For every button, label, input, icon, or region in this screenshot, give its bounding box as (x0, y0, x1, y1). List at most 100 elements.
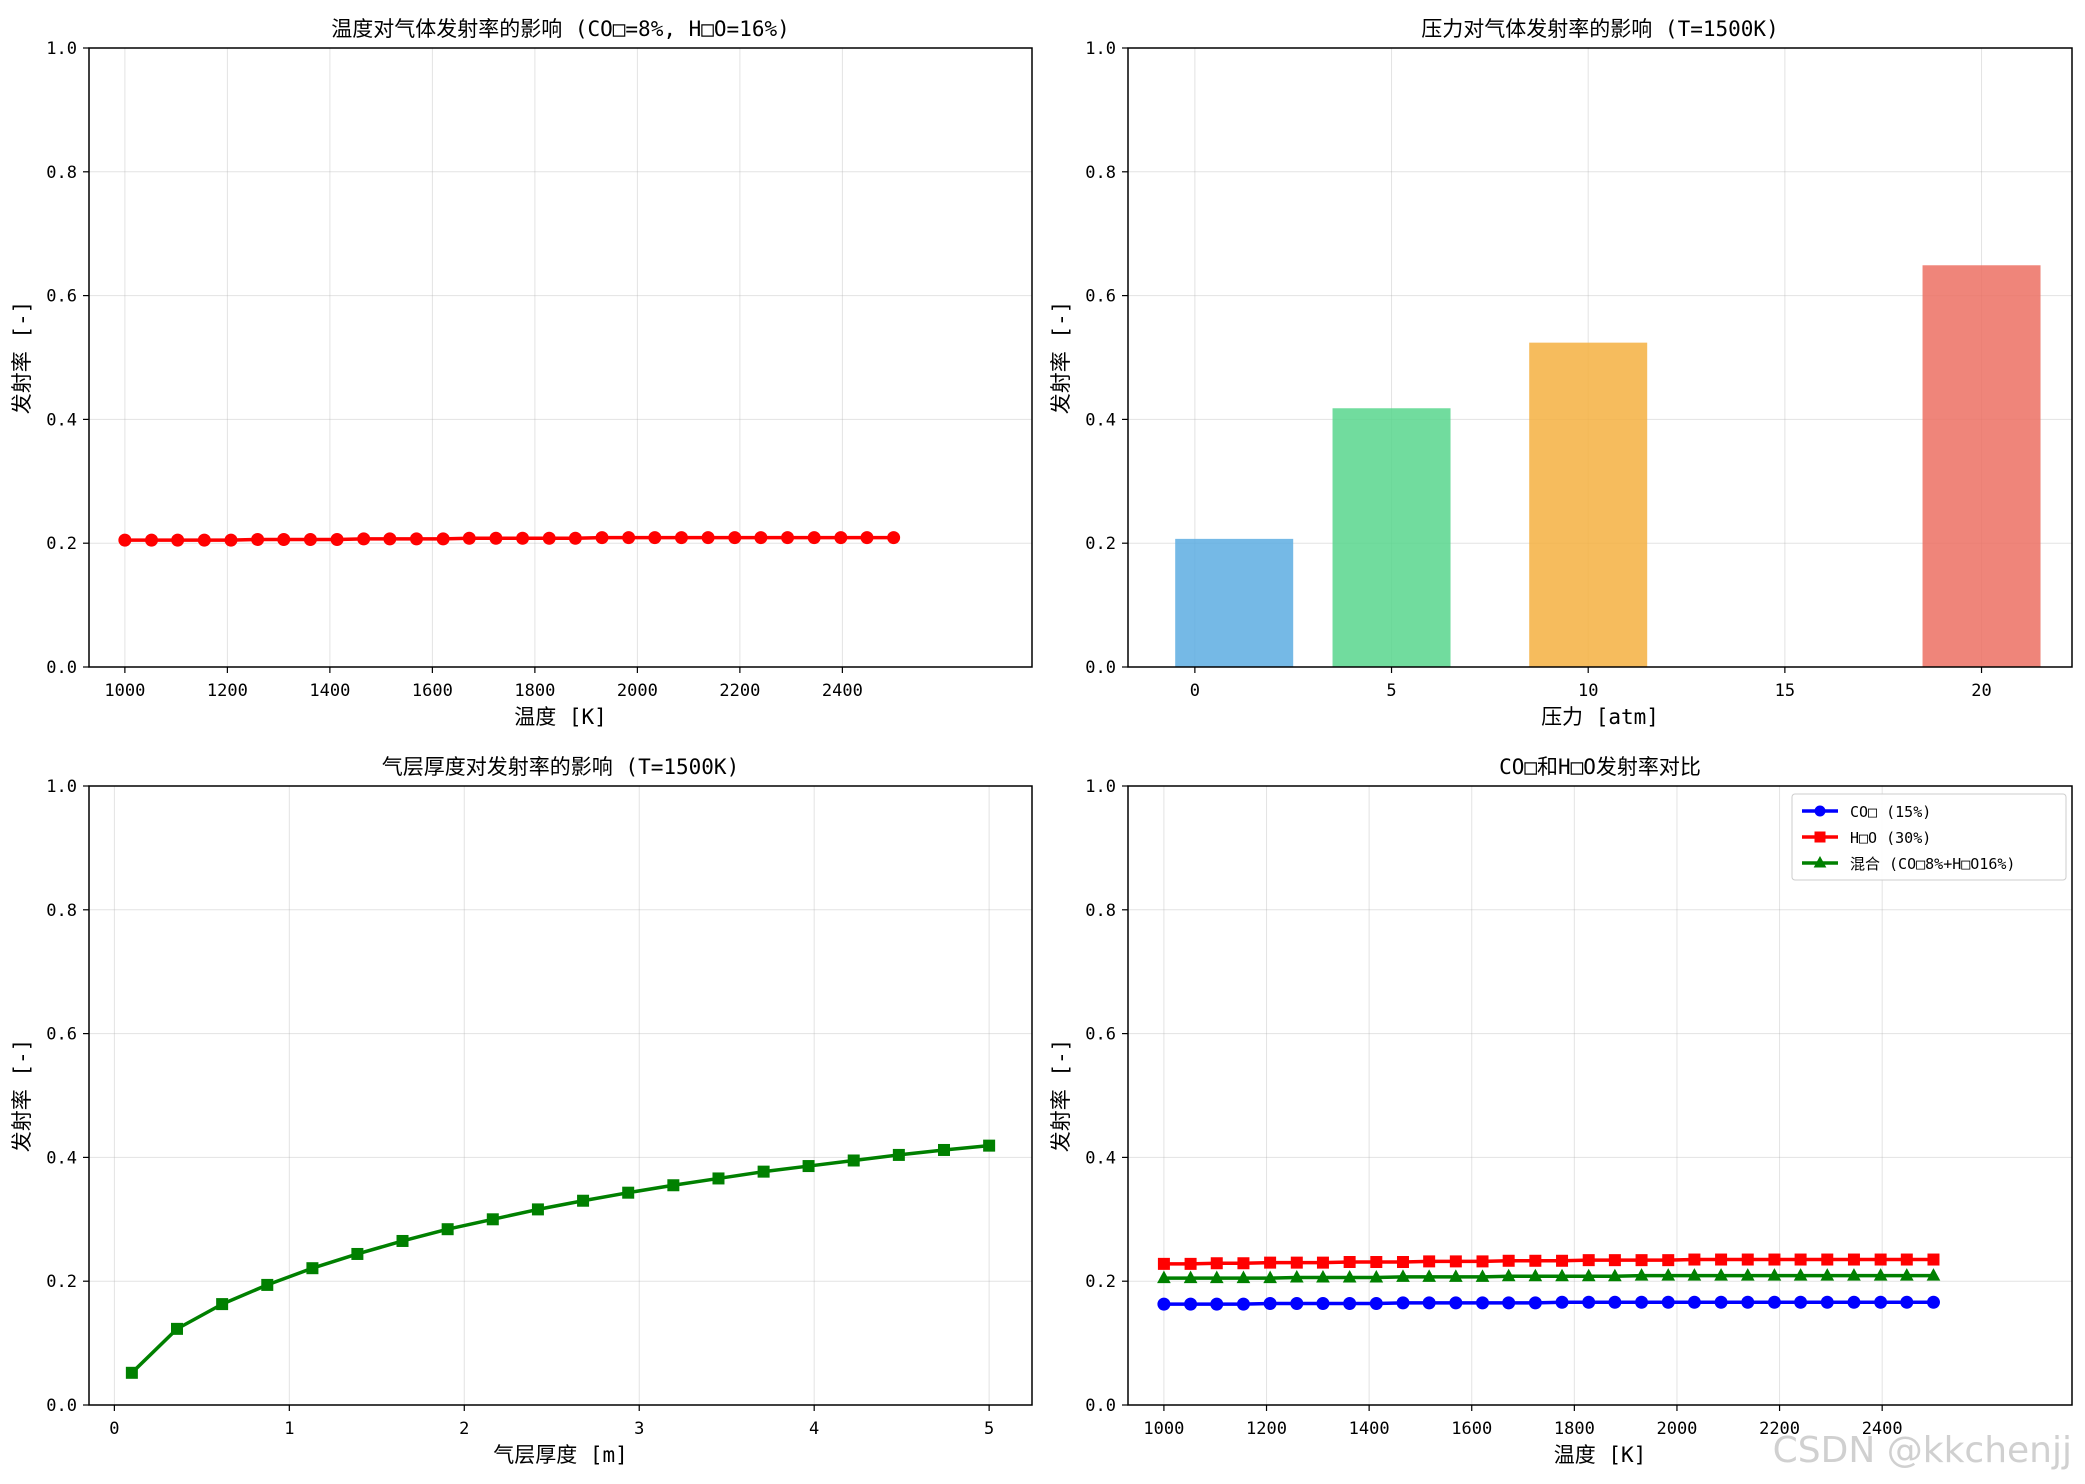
data-point (1448, 1269, 1463, 1282)
legend-marker (1814, 831, 1826, 843)
data-point (1501, 1268, 1516, 1282)
data-point (351, 1247, 364, 1260)
data-point (1608, 1254, 1621, 1267)
y-tick-label: 0.2 (1085, 534, 1116, 554)
data-point (712, 1172, 725, 1185)
bar (1175, 538, 1294, 667)
data-point (1662, 1254, 1675, 1267)
data-point (1741, 1253, 1754, 1266)
data-point (1555, 1295, 1569, 1309)
x-tick-label: 1000 (1143, 1419, 1184, 1439)
x-tick-label: 15 (1775, 681, 1795, 701)
bar (1922, 265, 2041, 667)
data-point (383, 532, 397, 546)
y-tick-label: 0.0 (1085, 658, 1116, 678)
data-point (1370, 1256, 1383, 1269)
data-point (1184, 1257, 1197, 1270)
data-point (1635, 1295, 1649, 1309)
data-point (436, 532, 450, 546)
data-point (1820, 1295, 1834, 1309)
data-point (171, 533, 185, 547)
data-point (568, 531, 582, 545)
data-point (887, 531, 901, 545)
data-point (1900, 1253, 1913, 1266)
legend-label: 混合 (CO□8%+H□O16%) (1850, 855, 2015, 873)
data-point (1209, 1270, 1224, 1284)
y-tick-label: 0.6 (46, 1025, 77, 1045)
x-tick-label: 2000 (617, 681, 658, 701)
data-point (701, 531, 715, 545)
watermark: CSDN @kkchenjj (1773, 1430, 2072, 1471)
y-axis-label: 发射率 [-] (10, 301, 34, 415)
data-point (1343, 1296, 1357, 1310)
chart-panel-2: 0 5 10 15 20 0.0 0.2 0.4 0.6 0.8 1.0 压力对气体发射率的影响 (T… (1049, 17, 2073, 729)
x-tick-label: 2 (459, 1419, 469, 1439)
data-point (1476, 1255, 1489, 1268)
y-tick-label: 0.8 (1085, 163, 1116, 183)
y-tick-label: 0.8 (46, 901, 77, 921)
data-point (1316, 1256, 1329, 1269)
y-tick-label: 0.8 (46, 163, 77, 183)
x-tick-label: 1200 (207, 681, 248, 701)
data-point (1608, 1295, 1622, 1309)
data-point (1715, 1253, 1728, 1266)
data-point (462, 531, 476, 545)
y-tick-label: 1.0 (1085, 777, 1116, 797)
data-point (145, 533, 159, 547)
legend: CO□ (15%) H□O (30%) 混合 (CO□8%+H□O16%) (1791, 793, 2067, 881)
data-point (648, 531, 662, 545)
legend-marker (1814, 805, 1826, 817)
y-tick-label: 0.6 (46, 287, 77, 307)
data-point (1316, 1296, 1330, 1310)
x-tick-label: 20 (1971, 681, 1991, 701)
data-point (224, 533, 238, 547)
data-point (306, 1262, 319, 1275)
data-point (277, 532, 291, 546)
data-point (754, 531, 768, 545)
chart-title: 温度对气体发射率的影响 (CO□=8%, H□O=16%) (331, 17, 790, 41)
x-tick-label: 1400 (1349, 1419, 1390, 1439)
data-point (1264, 1256, 1277, 1269)
data-point (1263, 1296, 1277, 1310)
data-point (197, 533, 211, 547)
charts-group: 1000 1200 1400 1600 1800 2000 2200 24000.00.20.… (10, 17, 2073, 1467)
data-point (1157, 1257, 1170, 1270)
data-point (1767, 1268, 1782, 1281)
legend-label: CO□ (15%) (1850, 803, 1931, 821)
data-point (118, 533, 132, 547)
data-point (1184, 1297, 1198, 1311)
y-tick-label: 0.4 (1085, 1148, 1116, 1168)
data-point (1342, 1269, 1357, 1283)
y-tick-label: 0.4 (46, 1148, 77, 1168)
x-tick-label: 1400 (309, 681, 350, 701)
legend-label: H□O (30%) (1850, 829, 1931, 847)
data-point (1290, 1256, 1303, 1269)
chart-panel-4: 1000 1200 1400 1600 1800 2000 2200 2400 0.0 0.2 0.… (1049, 755, 2073, 1467)
data-point (937, 1143, 950, 1156)
data-point (1821, 1253, 1834, 1266)
y-tick-label: 0.4 (46, 410, 77, 430)
data-point (622, 531, 636, 545)
y-tick-label: 0.2 (46, 534, 77, 554)
data-point (1396, 1256, 1409, 1269)
data-point (1528, 1296, 1542, 1310)
x-tick-label: 2000 (1656, 1419, 1697, 1439)
data-point (595, 531, 609, 545)
data-point (1396, 1269, 1410, 1282)
data-point (1449, 1255, 1462, 1268)
data-point (1926, 1268, 1941, 1281)
y-tick-label: 0.6 (1085, 1025, 1116, 1045)
y-tick-label: 0.2 (1085, 1272, 1116, 1292)
x-tick-label: 1600 (412, 681, 453, 701)
data-point (1237, 1257, 1250, 1270)
x-tick-label: 2400 (822, 681, 863, 701)
chart-panel-1: 1000 1200 1400 1600 1800 2000 2200 2400 0.0 0.2 0.… (10, 17, 1033, 729)
data-point (834, 531, 848, 545)
x-axis-label: 压力 [atm] (1541, 705, 1659, 729)
data-point (807, 531, 821, 545)
axes-frame (88, 47, 1033, 668)
bar (1332, 408, 1451, 667)
data-point (1714, 1295, 1728, 1309)
y-tick-label: 0.0 (1085, 1396, 1116, 1416)
